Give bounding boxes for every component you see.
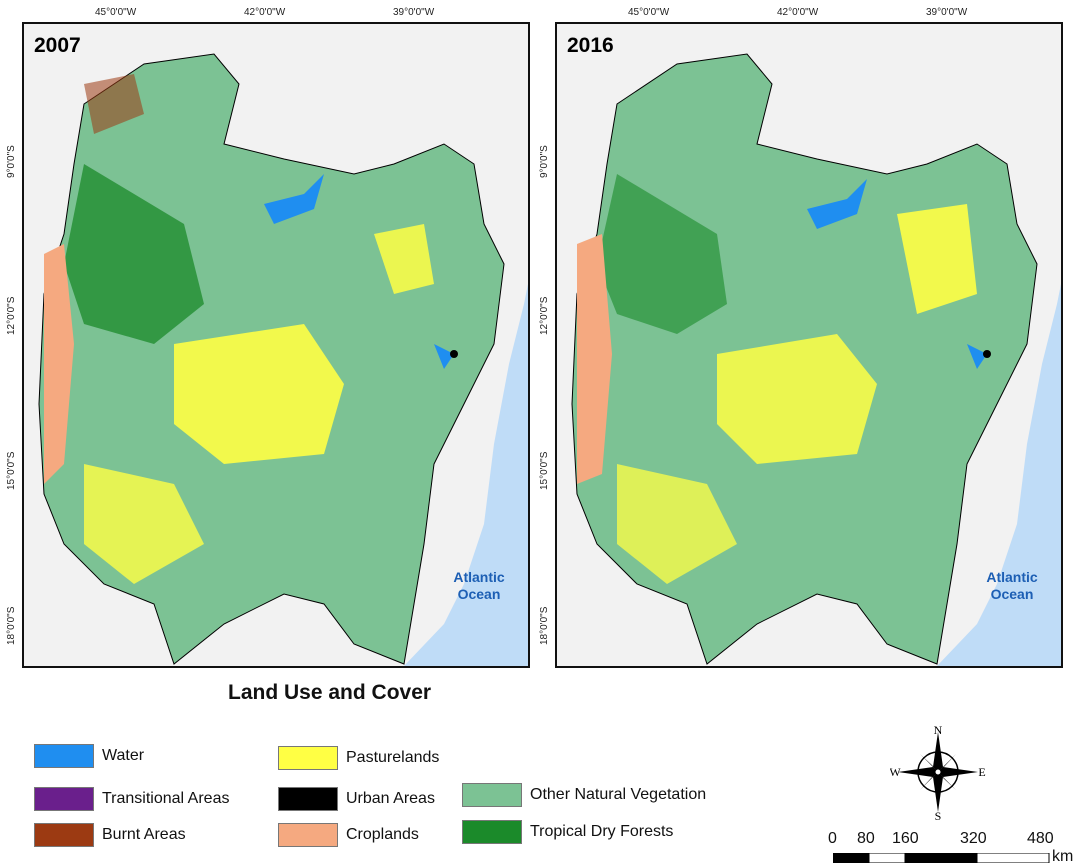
water-body-coast: [434, 344, 454, 369]
lat-tick: 15°0'0"S: [539, 451, 550, 490]
lat-tick: 9°0'0"S: [539, 145, 550, 178]
legend-label: Water: [102, 747, 145, 764]
lon-tick: 39°0'0"W: [926, 7, 968, 18]
legend-item-croplands: Croplands: [278, 823, 419, 847]
scale-tick: 480: [1027, 830, 1054, 847]
cropland-patch: [44, 244, 74, 484]
lon-tick: 42°0'0"W: [244, 7, 286, 18]
map-2016: 2016 Atlantic Ocean: [555, 22, 1063, 668]
legend-item-transitional: Transitional Areas: [34, 787, 229, 811]
ocean-label: Atlantic Ocean: [444, 569, 514, 603]
legend-item-other-vegetation: Other Natural Vegetation: [462, 783, 706, 807]
compass-e: E: [978, 765, 985, 779]
lat-tick: 12°0'0"S: [6, 296, 17, 335]
lon-tick: 45°0'0"W: [95, 7, 137, 18]
ocean-label-line2: Ocean: [457, 586, 501, 602]
pasture-patch-south: [617, 464, 737, 584]
legend-label: Pasturelands: [346, 749, 440, 766]
legend-label: Urban Areas: [346, 790, 435, 807]
dry-forest-patch: [64, 164, 204, 344]
scale-unit: km: [1052, 848, 1074, 865]
pasture-patch-south: [84, 464, 204, 584]
lat-tick: 15°0'0"S: [6, 451, 17, 490]
ocean-label: Atlantic Ocean: [977, 569, 1047, 603]
lon-tick: 45°0'0"W: [628, 7, 670, 18]
water-body-coast: [967, 344, 987, 369]
legend-item-water: Water: [34, 744, 144, 768]
compass-rose-icon: N S E W: [890, 724, 986, 820]
water-body: [807, 179, 867, 229]
pasture-patch-east: [374, 224, 434, 294]
scale-tick: 320: [960, 830, 987, 847]
legend-swatch: [34, 823, 94, 847]
legend-label: Tropical Dry Forests: [530, 823, 674, 840]
legend-swatch: [278, 746, 338, 770]
legend-swatch: [462, 783, 522, 807]
legend-swatch: [34, 744, 94, 768]
map-year-label: 2007: [34, 34, 81, 57]
scale-tick: 0: [828, 830, 837, 847]
legend-label: Other Natural Vegetation: [530, 786, 707, 803]
legend-label: Burnt Areas: [102, 826, 186, 843]
pasture-patch: [174, 324, 344, 464]
ocean-label-line1: Atlantic: [453, 569, 505, 585]
scale-bar: [833, 853, 1050, 863]
burnt-patch: [84, 74, 144, 134]
ocean-label-line1: Atlantic: [986, 569, 1038, 585]
legend-swatch: [278, 787, 338, 811]
scale-tick: 80: [857, 830, 875, 847]
ocean: [937, 284, 1061, 666]
lon-tick: 42°0'0"W: [777, 7, 819, 18]
lat-tick: 18°0'0"S: [6, 606, 17, 645]
lon-tick: 39°0'0"W: [393, 7, 435, 18]
legend-label: Croplands: [346, 826, 419, 843]
compass-s: S: [935, 809, 942, 820]
legend-label: Transitional Areas: [102, 790, 230, 807]
compass-w: W: [890, 765, 901, 779]
legend-item-burnt: Burnt Areas: [34, 823, 186, 847]
legend-item-urban: Urban Areas: [278, 787, 435, 811]
legend-item-pasture: Pasturelands: [278, 746, 439, 770]
map-2007: 2007 Atlantic Ocean: [22, 22, 530, 668]
map-2016-canvas: [557, 24, 1061, 666]
urban-area: [450, 350, 458, 358]
pasture-patch-east: [897, 204, 977, 314]
lat-tick: 18°0'0"S: [539, 606, 550, 645]
lat-tick: 12°0'0"S: [539, 296, 550, 335]
map-2007-canvas: [24, 24, 528, 666]
scale-tick: 160: [892, 830, 919, 847]
legend-swatch: [278, 823, 338, 847]
dry-forest-patch: [597, 174, 727, 334]
urban-area: [983, 350, 991, 358]
legend-swatch: [462, 820, 522, 844]
legend-title: Land Use and Cover: [228, 681, 432, 704]
lat-tick: 9°0'0"S: [6, 145, 17, 178]
compass-n: N: [934, 724, 943, 737]
pasture-patch: [717, 334, 877, 464]
map-year-label: 2016: [567, 34, 614, 57]
legend-swatch: [34, 787, 94, 811]
cropland-patch: [577, 234, 612, 484]
ocean: [404, 284, 528, 666]
legend-item-dry-forests: Tropical Dry Forests: [462, 820, 673, 844]
ocean-label-line2: Ocean: [990, 586, 1034, 602]
water-body: [264, 174, 324, 224]
